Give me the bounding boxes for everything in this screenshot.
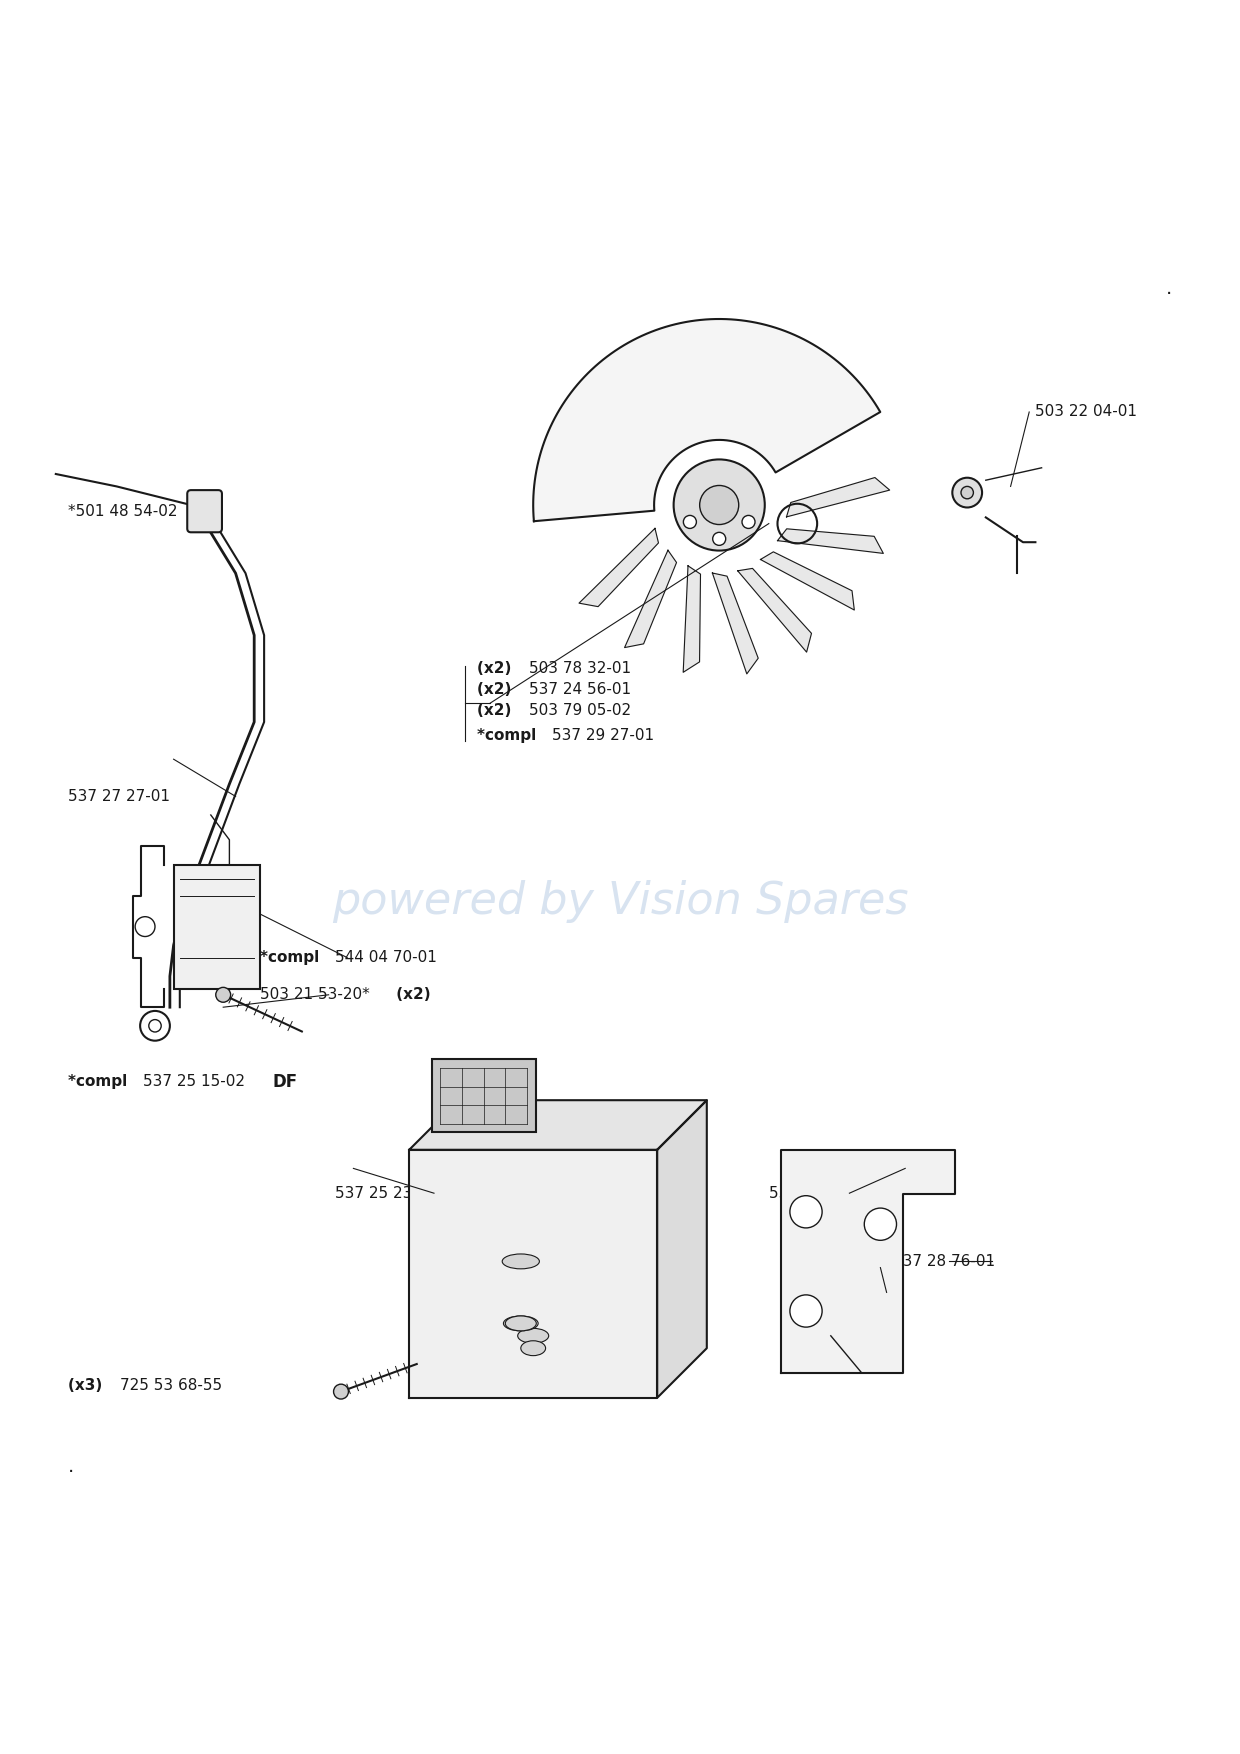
Text: *compl: *compl <box>477 728 542 744</box>
Polygon shape <box>409 1151 657 1398</box>
Circle shape <box>135 917 155 937</box>
Text: (x2): (x2) <box>477 682 517 698</box>
FancyBboxPatch shape <box>432 1059 536 1133</box>
Text: 503 22 04-01: 503 22 04-01 <box>1035 405 1137 419</box>
Circle shape <box>673 460 765 551</box>
Polygon shape <box>533 319 880 521</box>
Polygon shape <box>760 553 854 610</box>
Text: (x2): (x2) <box>477 703 517 719</box>
Ellipse shape <box>518 1328 549 1344</box>
Polygon shape <box>777 528 883 554</box>
Polygon shape <box>713 574 758 674</box>
Circle shape <box>952 477 982 507</box>
FancyBboxPatch shape <box>187 489 222 531</box>
Ellipse shape <box>503 1316 538 1331</box>
Ellipse shape <box>521 1340 546 1356</box>
Text: *501 48 54-02: *501 48 54-02 <box>68 503 177 519</box>
Text: 537 29 27-01: 537 29 27-01 <box>552 728 653 744</box>
Polygon shape <box>781 1151 955 1373</box>
Circle shape <box>790 1196 822 1228</box>
Polygon shape <box>579 528 658 607</box>
Ellipse shape <box>502 1254 539 1268</box>
Polygon shape <box>683 567 701 672</box>
Text: 537 24 56-01: 537 24 56-01 <box>529 682 631 698</box>
Text: 503 21 53-20*: 503 21 53-20* <box>260 988 371 1002</box>
Circle shape <box>683 516 697 528</box>
Circle shape <box>864 1209 897 1240</box>
Text: 537 28 77-01: 537 28 77-01 <box>769 1186 870 1201</box>
Text: 537 27 27-01: 537 27 27-01 <box>68 789 170 803</box>
Circle shape <box>961 486 973 498</box>
Polygon shape <box>625 551 677 647</box>
FancyBboxPatch shape <box>174 865 260 989</box>
Circle shape <box>713 533 725 545</box>
Text: DF: DF <box>273 1073 298 1091</box>
Circle shape <box>216 988 231 1002</box>
Text: (x2): (x2) <box>477 661 517 677</box>
Text: 503 78 32-01: 503 78 32-01 <box>529 661 631 677</box>
Text: 537 25 23-01*: 537 25 23-01* <box>335 1186 445 1201</box>
Text: powered by Vision Spares: powered by Vision Spares <box>332 881 908 923</box>
Circle shape <box>334 1384 348 1400</box>
Text: 725 53 68-55: 725 53 68-55 <box>120 1379 222 1393</box>
Text: (x3): (x3) <box>68 1379 108 1393</box>
Text: 544 04 70-01: 544 04 70-01 <box>335 951 436 965</box>
Polygon shape <box>786 477 889 517</box>
Text: 503 79 05-02: 503 79 05-02 <box>529 703 631 719</box>
Polygon shape <box>409 1100 707 1151</box>
Text: *: * <box>434 1230 441 1244</box>
Circle shape <box>699 486 739 524</box>
Text: *compl: *compl <box>68 1073 133 1089</box>
Polygon shape <box>657 1100 707 1398</box>
Text: .: . <box>68 1456 74 1475</box>
Text: .: . <box>1166 279 1172 298</box>
Polygon shape <box>738 568 811 652</box>
Text: 537 25 15-02: 537 25 15-02 <box>143 1073 249 1089</box>
Ellipse shape <box>506 1316 536 1331</box>
Circle shape <box>790 1294 822 1328</box>
Text: *compl: *compl <box>260 951 325 965</box>
Text: (x2): (x2) <box>391 988 430 1002</box>
Circle shape <box>742 516 755 528</box>
Text: 537 28 76-01: 537 28 76-01 <box>893 1254 994 1268</box>
